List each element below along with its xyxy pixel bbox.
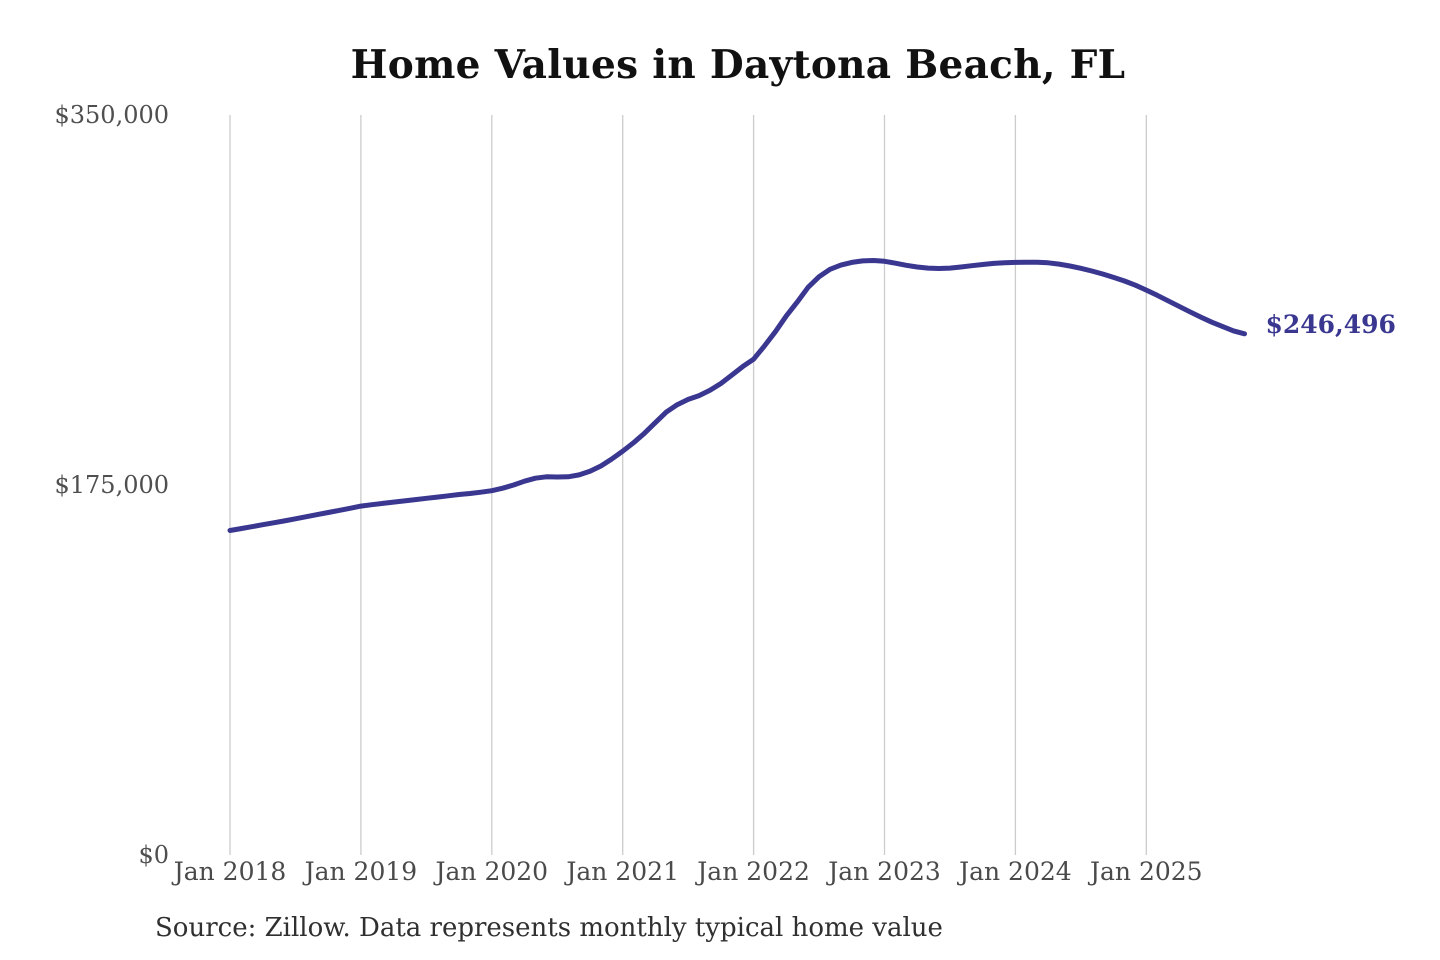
x-tick-label: Jan 2018	[173, 857, 287, 886]
x-tick-label: Jan 2024	[959, 857, 1072, 886]
x-tick-label: Jan 2021	[566, 857, 679, 886]
chart-title: Home Values in Daytona Beach, FL	[350, 42, 1126, 88]
x-tick-label: Jan 2020	[435, 857, 549, 886]
current-value-label: $246,496	[1265, 309, 1396, 339]
x-tick-label: Jan 2023	[828, 857, 941, 886]
source-note: Source: Zillow. Data represents monthly …	[155, 913, 943, 943]
y-tick-label: $175,000	[54, 471, 169, 499]
x-tick-label: Jan 2025	[1089, 857, 1203, 886]
x-tick-label: Jan 2022	[697, 857, 810, 886]
y-tick-label: $0	[138, 841, 169, 869]
y-tick-label: $350,000	[54, 101, 169, 129]
home-value-line	[227, 258, 1247, 533]
x-tick-label: Jan 2019	[304, 857, 418, 886]
